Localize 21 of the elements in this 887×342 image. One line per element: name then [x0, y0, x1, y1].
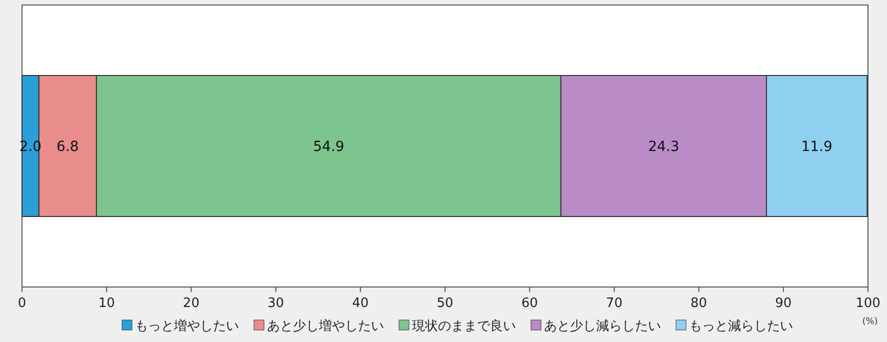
x-tick-label: 70 [606, 296, 622, 311]
legend-label: もっと増やしたい [135, 318, 239, 334]
data-label: 11.9 [801, 139, 832, 155]
x-tick-label: 50 [436, 296, 454, 311]
x-tick-label: 80 [690, 296, 708, 311]
data-label: 54.9 [313, 139, 344, 155]
legend-label: 現状のままで良い [412, 319, 516, 334]
x-tick-label: 90 [775, 296, 792, 311]
x-axis-title: (%) [862, 317, 878, 327]
x-tick-label: 30 [268, 296, 284, 311]
x-tick-label: 40 [352, 296, 369, 311]
x-tick-label: 0 [18, 296, 26, 311]
data-label: 6.8 [56, 139, 79, 155]
legend-label: あと少し増やしたい [267, 318, 384, 334]
legend-label: もっと減らしたい [689, 319, 793, 334]
x-tick-label: 20 [182, 296, 200, 311]
legend-label: あと少し減らしたい [544, 319, 661, 334]
x-tick-label: 100 [856, 296, 880, 311]
x-tick-label: 60 [521, 296, 538, 311]
data-label: 24.3 [648, 139, 680, 155]
x-tick-label: 10 [98, 296, 115, 311]
